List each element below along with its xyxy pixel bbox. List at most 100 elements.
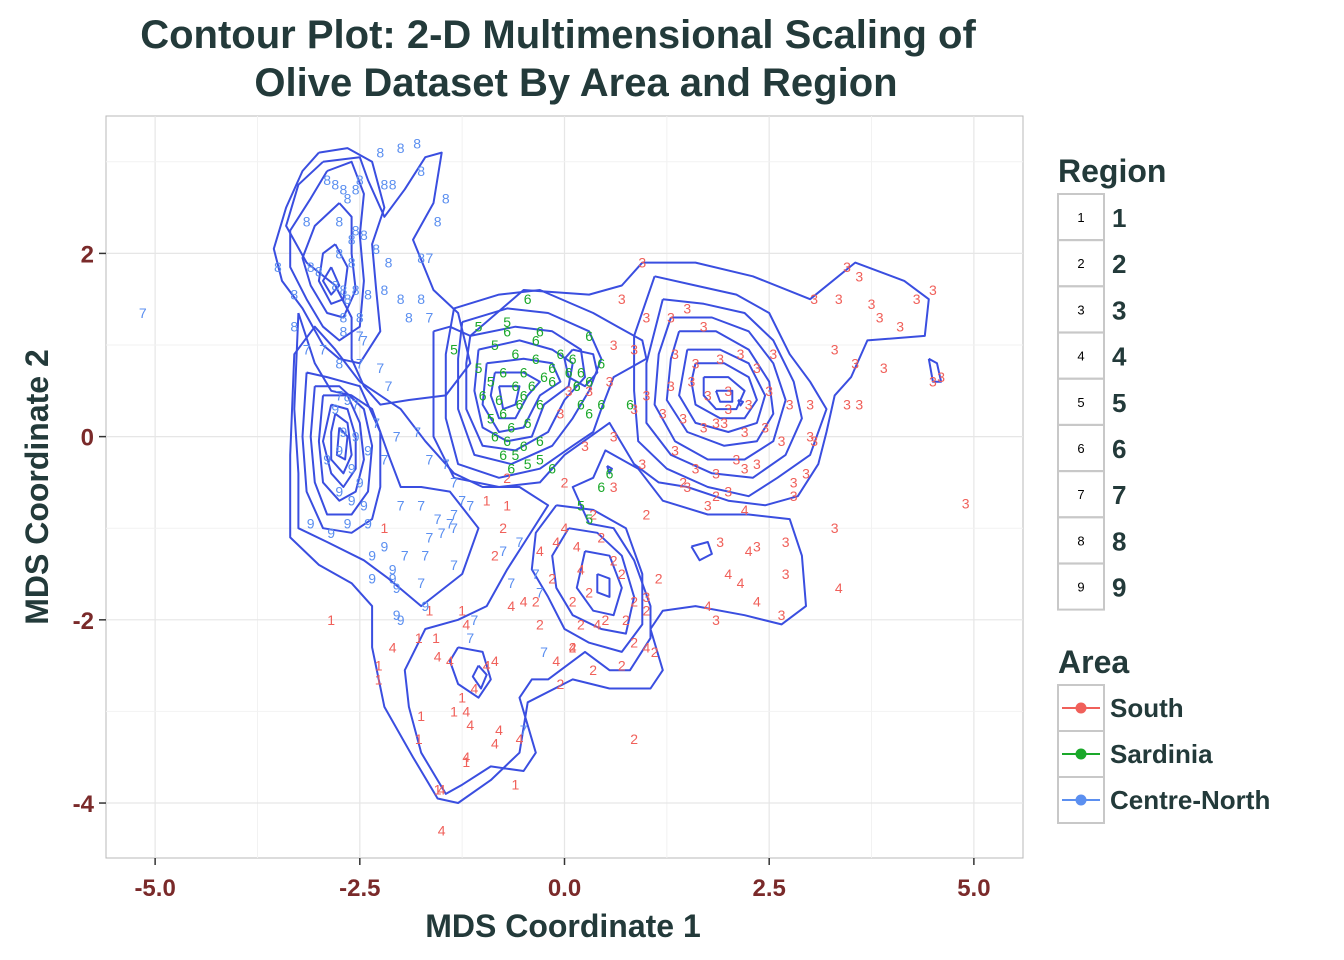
point-label-centre-north: 8 <box>356 310 364 326</box>
point-label-south: 3 <box>962 496 970 512</box>
point-label-south: 1 <box>434 781 442 797</box>
point-label-centre-north: 7 <box>381 452 389 468</box>
point-label-centre-north: 7 <box>335 387 343 403</box>
point-label-south: 4 <box>434 649 442 665</box>
point-label-south: 2 <box>577 616 585 632</box>
contour-line <box>317 394 365 502</box>
point-label-south: 4 <box>745 543 753 559</box>
point-label-south: 3 <box>929 282 937 298</box>
point-label-south: 4 <box>462 703 470 719</box>
point-label-centre-north: 8 <box>323 172 331 188</box>
contour-line <box>289 325 807 804</box>
point-label-south: 3 <box>692 355 700 371</box>
point-label-south: 4 <box>753 594 761 610</box>
point-label-centre-north: 7 <box>442 456 450 472</box>
point-label-south: 2 <box>569 639 577 655</box>
point-label-sardinia: 6 <box>626 397 634 413</box>
point-label-south: 2 <box>630 635 638 651</box>
point-label-sardinia: 6 <box>536 323 544 339</box>
point-label-south: 1 <box>512 777 520 793</box>
point-label-centre-north: 8 <box>307 259 315 275</box>
point-label-centre-north: 7 <box>413 424 421 440</box>
point-label-south: 3 <box>688 374 696 390</box>
region-legend-label: 6 <box>1112 434 1126 464</box>
point-label-centre-north: 9 <box>393 607 401 623</box>
point-label-south: 2 <box>548 571 556 587</box>
point-label-sardinia: 6 <box>532 332 540 348</box>
point-label-south: 1 <box>381 520 389 536</box>
point-label-centre-north: 9 <box>356 474 364 490</box>
x-axis-title: MDS Coordinate 1 <box>425 908 701 944</box>
point-label-south: 4 <box>462 749 470 765</box>
point-label-centre-north: 8 <box>335 245 343 261</box>
point-label-south: 4 <box>573 539 581 555</box>
contour-line <box>498 385 521 411</box>
point-label-south: 1 <box>432 630 440 646</box>
x-tick-label: 2.5 <box>753 875 786 902</box>
point-label-centre-north: 8 <box>397 291 405 307</box>
point-label-south: 2 <box>561 474 569 490</box>
point-label-south: 3 <box>765 383 773 399</box>
point-label-centre-north: 8 <box>352 223 360 239</box>
point-label-south: 3 <box>683 479 691 495</box>
point-label-south: 3 <box>802 465 810 481</box>
point-label-south: 3 <box>638 456 646 472</box>
point-label-south: 3 <box>745 397 753 413</box>
point-label-centre-north: 8 <box>335 213 343 229</box>
point-label-south: 4 <box>516 731 524 747</box>
point-label-south: 3 <box>753 456 761 472</box>
point-label-sardinia: 6 <box>597 397 605 413</box>
point-label-south: 2 <box>618 566 626 582</box>
point-label-centre-north: 8 <box>290 287 298 303</box>
point-label-centre-north: 7 <box>466 497 474 513</box>
point-label-south: 2 <box>630 731 638 747</box>
point-label-sardinia: 6 <box>585 328 593 344</box>
point-label-south: 4 <box>507 598 515 614</box>
contour-line <box>665 330 775 447</box>
point-label-sardinia: 5 <box>450 342 458 358</box>
contour-line <box>481 357 562 433</box>
contour-line <box>737 399 744 407</box>
point-label-south: 3 <box>761 420 769 436</box>
point-label-centre-north: 7 <box>438 525 446 541</box>
x-tick-label: 5.0 <box>957 875 990 902</box>
point-label-centre-north: 7 <box>139 305 147 321</box>
point-label-sardinia: 6 <box>516 397 524 413</box>
point-label-south: 4 <box>552 534 560 550</box>
point-label-south: 1 <box>450 703 458 719</box>
point-label-south: 4 <box>536 543 544 559</box>
region-legend-key <box>1057 562 1105 611</box>
contour-line <box>690 541 713 562</box>
point-label-sardinia: 6 <box>565 365 573 381</box>
point-label-sardinia: 6 <box>499 406 507 422</box>
point-label-south: 2 <box>569 594 577 610</box>
point-label-centre-north: 9 <box>307 516 315 532</box>
region-legend-key-label: 8 <box>1077 533 1084 548</box>
point-label-centre-north: 8 <box>372 241 380 257</box>
point-label-sardinia: 6 <box>520 387 528 403</box>
point-label-south: 3 <box>810 291 818 307</box>
point-label-sardinia: 6 <box>520 438 528 454</box>
point-label-sardinia: 5 <box>475 360 483 376</box>
area-legend-label: South <box>1110 693 1184 723</box>
point-label-south: 4 <box>643 639 651 655</box>
y-tick-label: 2 <box>81 241 94 268</box>
point-label-south: 3 <box>913 291 921 307</box>
area-legend: South Sardinia Centre-North <box>1057 684 1270 824</box>
point-label-centre-north: 9 <box>389 571 397 587</box>
point-label-sardinia: 5 <box>577 497 585 513</box>
point-label-south: 3 <box>855 397 863 413</box>
contour-line <box>690 362 758 420</box>
area-legend-dot <box>1075 702 1087 714</box>
point-label-centre-north: 7 <box>516 534 524 550</box>
point-label-south: 4 <box>462 616 470 632</box>
point-label-south: 4 <box>704 598 712 614</box>
point-label-centre-north: 9 <box>352 429 360 445</box>
point-label-south: 1 <box>375 671 383 687</box>
contour-line <box>551 527 636 635</box>
point-label-centre-north: 9 <box>360 497 368 513</box>
point-label-centre-north: 8 <box>381 282 389 298</box>
contour-line <box>285 151 472 406</box>
point-label-south: 2 <box>536 616 544 632</box>
point-label-south: 4 <box>495 722 503 738</box>
